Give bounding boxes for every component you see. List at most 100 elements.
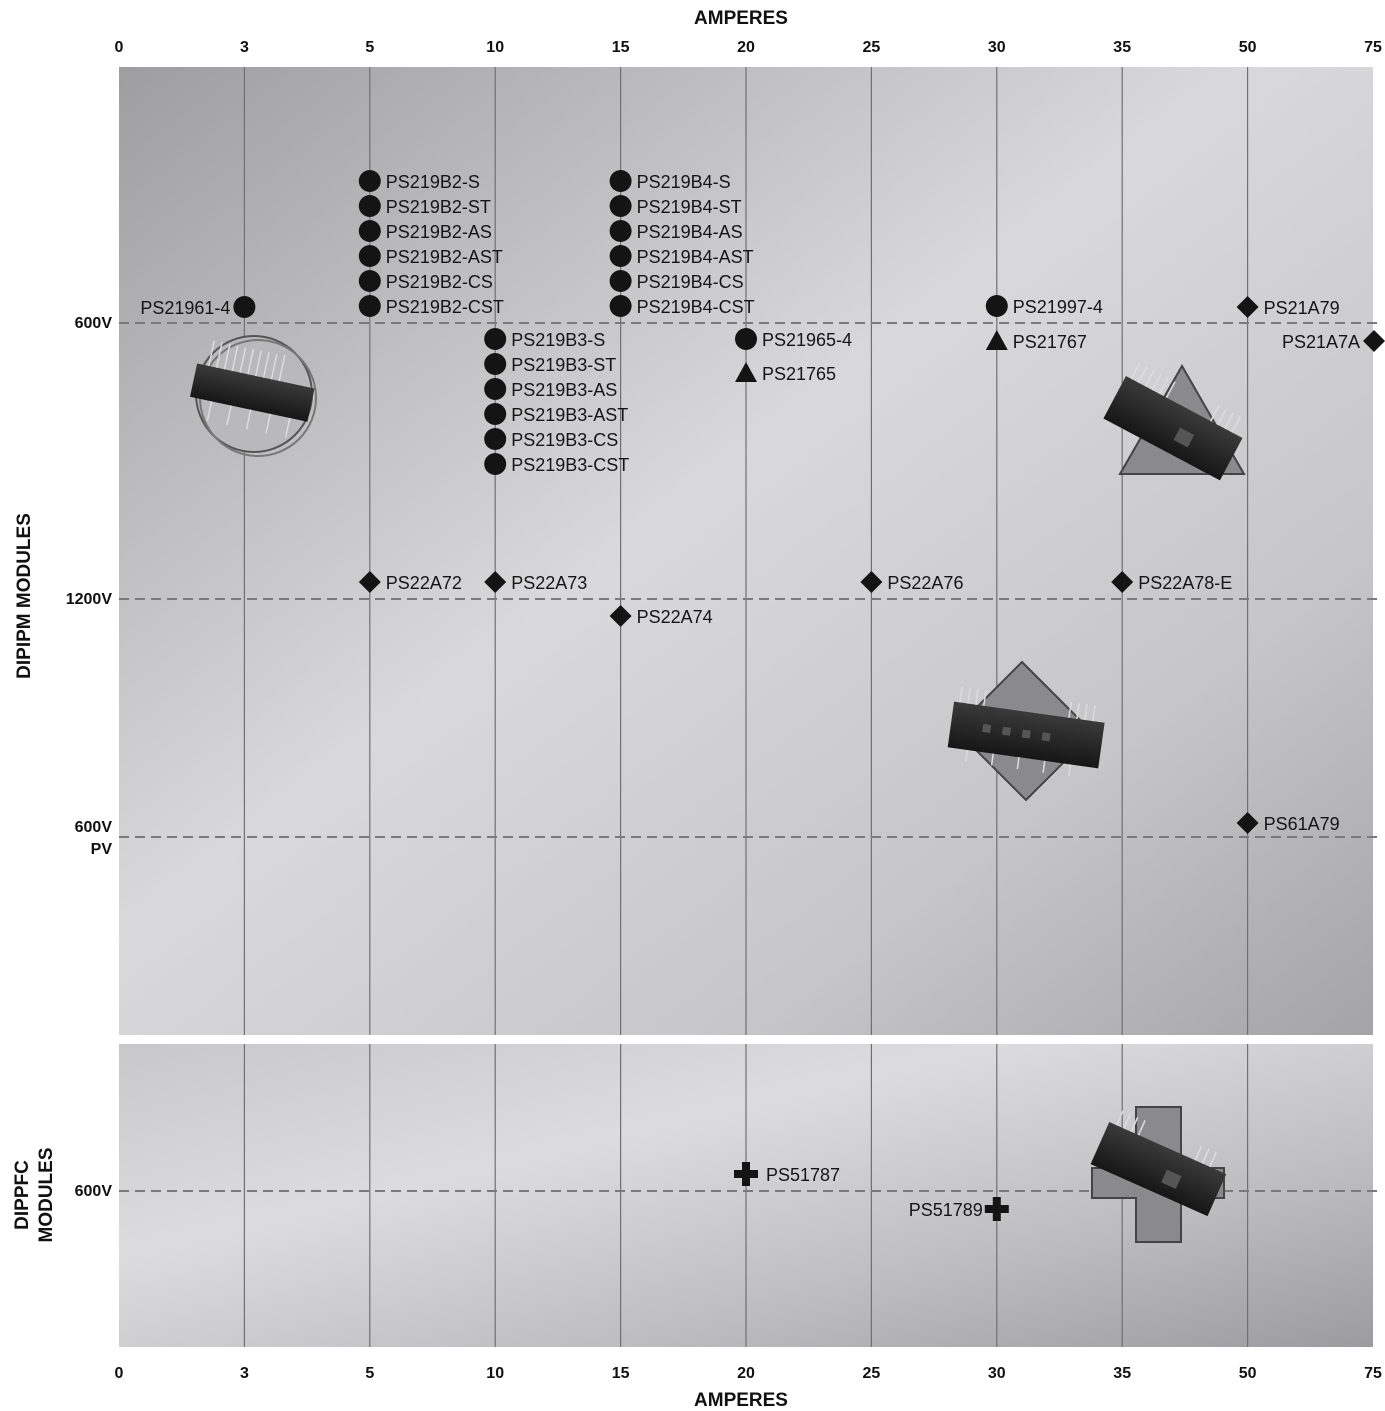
x-tick-top-35: 35 bbox=[1113, 39, 1131, 56]
marker-ps61a79 bbox=[1236, 812, 1259, 834]
label-ps219b2-as: PS219B2-AS bbox=[386, 222, 492, 242]
label-ps21765: PS21765 bbox=[762, 364, 836, 384]
marker-ps22a73 bbox=[484, 571, 507, 593]
module-photo-circle bbox=[190, 335, 317, 457]
marker-ps21a79 bbox=[1236, 296, 1259, 318]
x-tick-bottom-25: 25 bbox=[863, 1365, 881, 1382]
x-tick-bottom-35: 35 bbox=[1113, 1365, 1131, 1382]
label-ps219b3-s: PS219B3-S bbox=[511, 330, 605, 350]
marker-ps22a78-e bbox=[1111, 571, 1134, 593]
x-tick-bottom-75: 75 bbox=[1364, 1365, 1382, 1382]
label-ps219b3-as: PS219B3-AS bbox=[511, 380, 617, 400]
label-ps219b3-ast: PS219B3-AST bbox=[511, 405, 628, 425]
marker-ps219b4-as bbox=[609, 220, 632, 242]
label-ps219b3-cst: PS219B3-CST bbox=[511, 455, 629, 475]
label-ps219b4-ast: PS219B4-AST bbox=[637, 247, 754, 267]
label-ps21997-4: PS21997-4 bbox=[1013, 297, 1103, 317]
x-tick-bottom-50: 50 bbox=[1239, 1365, 1257, 1382]
label-ps219b2-ast: PS219B2-AST bbox=[386, 247, 503, 267]
panel-title-dippfc-modules-line1: DIPPFC bbox=[12, 1160, 33, 1230]
marker-ps219b3-s bbox=[484, 328, 507, 350]
x-tick-top-30: 30 bbox=[988, 39, 1006, 56]
label-ps21a79: PS21A79 bbox=[1264, 298, 1340, 318]
marker-ps22a72 bbox=[358, 571, 381, 593]
marker-ps219b2-st bbox=[358, 195, 381, 217]
voltage-label-600v-pv-sub: PV bbox=[91, 841, 113, 858]
label-ps22a74: PS22A74 bbox=[637, 607, 713, 627]
marker-ps51787 bbox=[734, 1162, 758, 1186]
marker-ps219b4-s bbox=[609, 170, 632, 192]
x-tick-bottom-30: 30 bbox=[988, 1365, 1006, 1382]
label-ps51787: PS51787 bbox=[766, 1165, 840, 1185]
marker-ps21a7a bbox=[1363, 330, 1385, 352]
x-tick-bottom-20: 20 bbox=[737, 1365, 755, 1382]
label-ps22a73: PS22A73 bbox=[511, 573, 587, 593]
x-tick-bottom-3: 3 bbox=[240, 1365, 249, 1382]
label-ps22a78-e: PS22A78-E bbox=[1138, 573, 1232, 593]
marker-ps21961-4 bbox=[233, 296, 256, 318]
marker-ps21765 bbox=[735, 362, 757, 382]
marker-ps219b3-ast bbox=[484, 403, 507, 425]
x-axis-title-top: AMPERES bbox=[694, 8, 788, 29]
panel-title-dippfc-modules-line2: MODULES bbox=[36, 1148, 57, 1243]
marker-ps219b2-s bbox=[358, 170, 381, 192]
marker-ps219b4-st bbox=[609, 195, 632, 217]
marker-ps51789 bbox=[984, 1197, 1009, 1221]
label-ps219b2-cs: PS219B2-CS bbox=[386, 272, 493, 292]
marker-ps219b2-cs bbox=[358, 270, 381, 292]
marker-ps219b2-ast bbox=[358, 245, 381, 267]
x-tick-bottom-5: 5 bbox=[365, 1365, 374, 1382]
x-tick-top-25: 25 bbox=[863, 39, 881, 56]
marker-ps21997-4 bbox=[985, 295, 1008, 317]
x-tick-top-5: 5 bbox=[365, 39, 374, 56]
marker-ps219b4-cst bbox=[609, 295, 632, 317]
module-photo-triangle bbox=[1103, 362, 1246, 481]
x-axis-title-bottom: AMPERES bbox=[694, 1390, 788, 1411]
label-ps21767: PS21767 bbox=[1013, 332, 1087, 352]
x-tick-bottom-0: 0 bbox=[115, 1365, 124, 1382]
marker-ps219b3-as bbox=[484, 378, 507, 400]
label-ps219b4-cs: PS219B4-CS bbox=[637, 272, 744, 292]
marker-ps219b4-ast bbox=[609, 245, 632, 267]
label-ps22a72: PS22A72 bbox=[386, 573, 462, 593]
x-tick-bottom-10: 10 bbox=[486, 1365, 504, 1382]
label-ps219b4-cst: PS219B4-CST bbox=[637, 297, 755, 317]
module-photo-diamond bbox=[947, 660, 1105, 802]
label-ps219b2-s: PS219B2-S bbox=[386, 172, 480, 192]
x-tick-top-50: 50 bbox=[1239, 39, 1257, 56]
marker-ps219b3-cs bbox=[484, 428, 507, 450]
label-ps219b4-s: PS219B4-S bbox=[637, 172, 731, 192]
x-tick-top-3: 3 bbox=[240, 39, 249, 56]
x-tick-bottom-15: 15 bbox=[612, 1365, 630, 1382]
marks-layer: PS21961-4 PS219B2-S PS219B2-ST PS219B2-AS PS… bbox=[140, 170, 1385, 1221]
voltage-label-1200v-panel1: 1200V bbox=[66, 591, 113, 608]
panel-title-dipipm-modules: DIPIPM MODULES bbox=[14, 513, 35, 679]
marker-ps219b2-as bbox=[358, 220, 381, 242]
label-ps21961-4: PS21961-4 bbox=[140, 298, 230, 318]
marker-ps22a76 bbox=[860, 571, 883, 593]
label-ps219b4-as: PS219B4-AS bbox=[637, 222, 743, 242]
x-tick-top-20: 20 bbox=[737, 39, 755, 56]
panel-separator bbox=[119, 1035, 1373, 1044]
x-tick-top-75: 75 bbox=[1364, 39, 1382, 56]
x-tick-top-0: 0 bbox=[115, 39, 124, 56]
marker-ps21965-4 bbox=[735, 328, 757, 350]
marker-ps21767 bbox=[985, 330, 1008, 350]
label-ps21965-4: PS21965-4 bbox=[762, 330, 852, 350]
x-tick-top-15: 15 bbox=[612, 39, 630, 56]
voltage-label-600v-panel2: 600V bbox=[75, 1183, 113, 1200]
label-ps61a79: PS61A79 bbox=[1264, 814, 1340, 834]
voltage-label-600v-pv: 600V bbox=[75, 819, 113, 836]
grid-layer bbox=[119, 67, 1379, 1347]
marker-ps219b3-st bbox=[484, 353, 507, 375]
label-ps219b2-st: PS219B2-ST bbox=[386, 197, 491, 217]
x-tick-top-10: 10 bbox=[486, 39, 504, 56]
label-ps219b4-st: PS219B4-ST bbox=[637, 197, 742, 217]
label-ps22a76: PS22A76 bbox=[887, 573, 963, 593]
marker-ps22a74 bbox=[609, 605, 632, 627]
marker-ps219b4-cs bbox=[609, 270, 632, 292]
marker-ps219b3-cst bbox=[484, 453, 507, 475]
module-photo-plus bbox=[1090, 1106, 1227, 1243]
label-ps51789: PS51789 bbox=[909, 1200, 983, 1220]
